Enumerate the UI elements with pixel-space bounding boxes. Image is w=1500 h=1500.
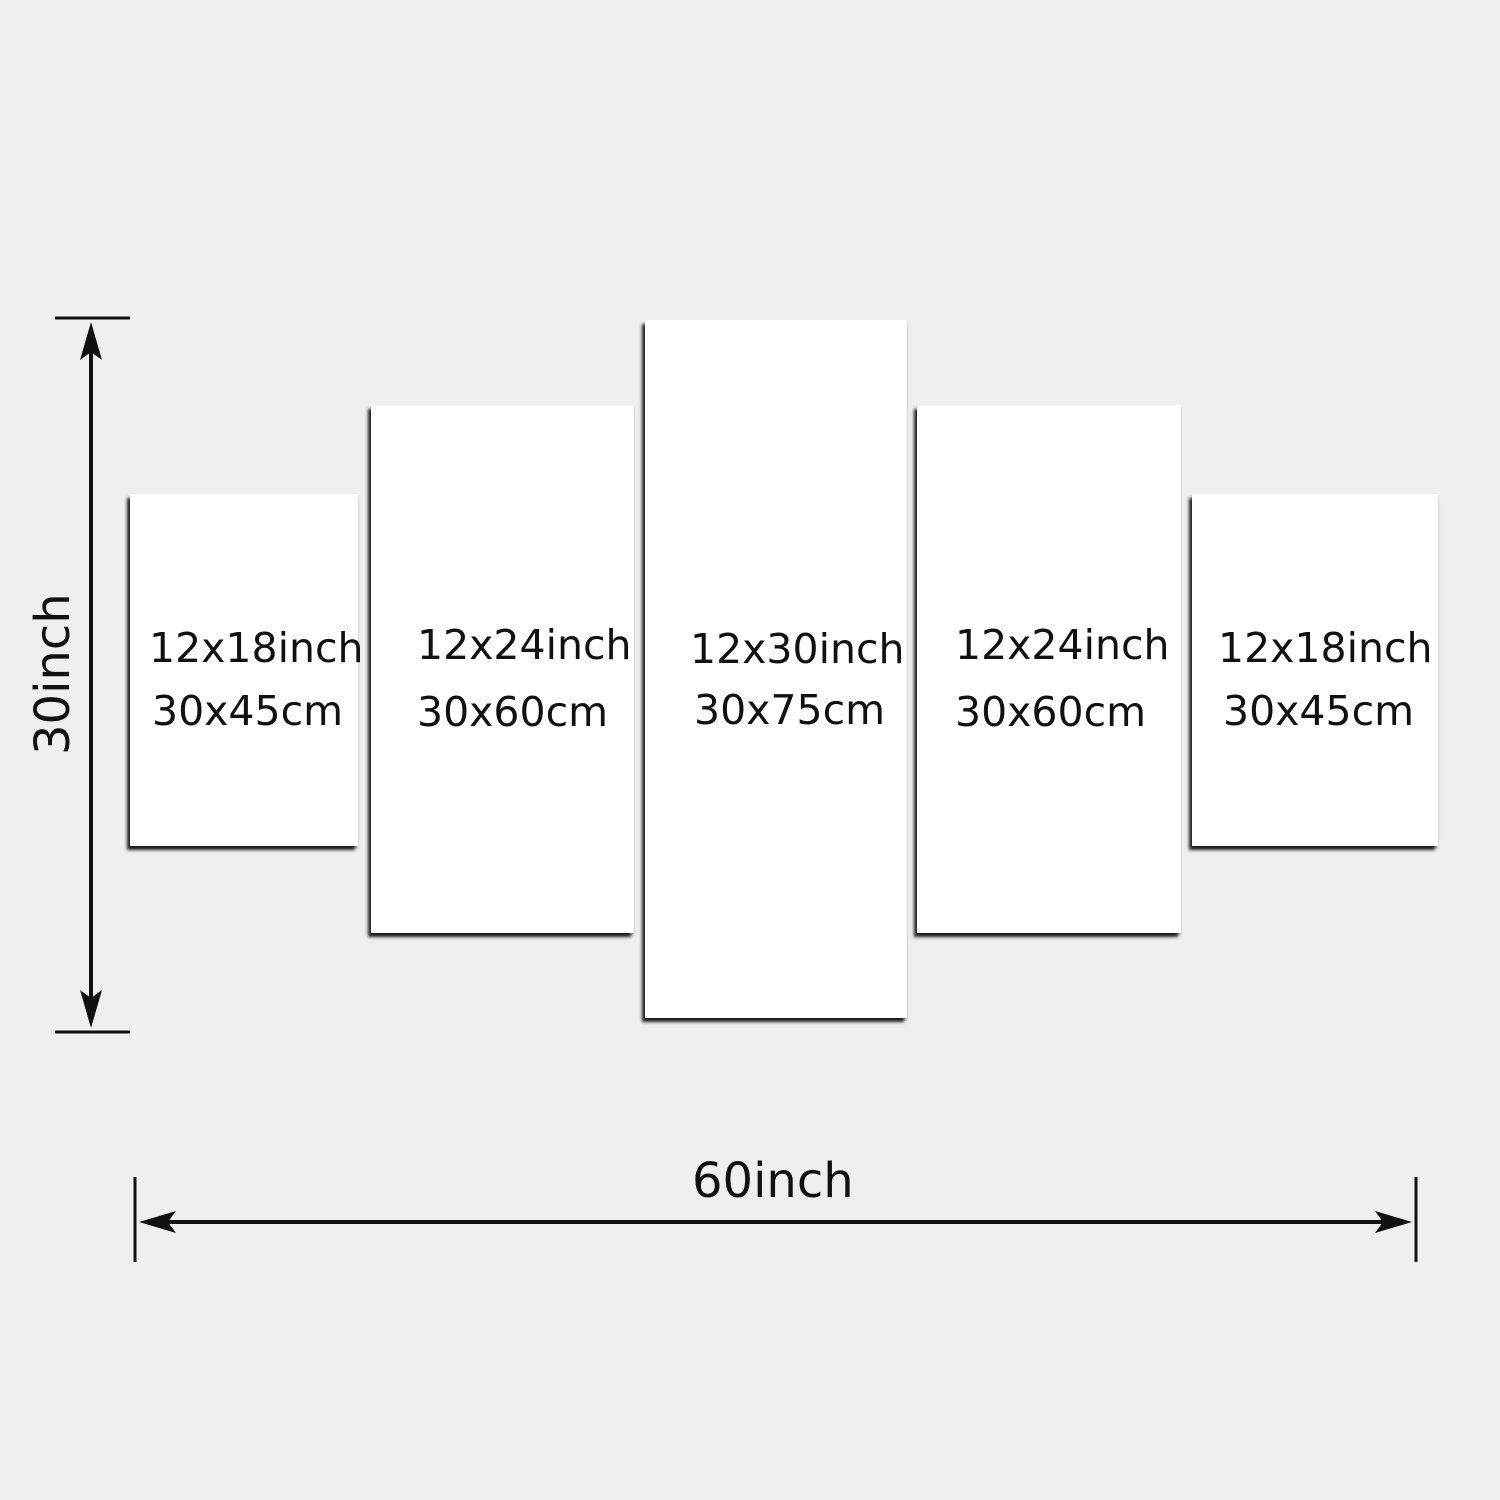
panel-2-inch-size: 12x24inch — [417, 621, 632, 669]
canvas-panel-3: 12x30inch 30x75cm — [645, 320, 907, 1018]
canvas-panel-5: 12x18inch 30x45cm — [1192, 494, 1438, 846]
height-arrow-down-icon — [80, 990, 102, 1028]
panel-5-cm-size: 30x45cm — [1223, 687, 1415, 735]
panel-3-inch-size: 12x30inch — [690, 625, 905, 673]
panel-5-inch-size: 12x18inch — [1218, 624, 1433, 672]
height-arrow-up-icon — [80, 322, 102, 360]
width-label: 60inch — [692, 1153, 854, 1209]
canvas-panel-4: 12x24inch 30x60cm — [917, 405, 1181, 933]
panel-2-cm-size: 30x60cm — [417, 688, 609, 736]
height-label: 30inch — [25, 593, 81, 755]
panel-3-cm-size: 30x75cm — [694, 686, 886, 734]
panel-1-inch-size: 12x18inch — [149, 624, 364, 672]
panel-4-cm-size: 30x60cm — [955, 688, 1147, 736]
panel-1-cm-size: 30x45cm — [152, 687, 344, 735]
canvas-panel-1: 12x18inch 30x45cm — [130, 494, 364, 846]
canvas-panel-2: 12x24inch 30x60cm — [371, 405, 634, 933]
panel-4-inch-size: 12x24inch — [955, 621, 1170, 669]
width-arrow-left-icon — [139, 1211, 176, 1233]
width-arrow-right-icon — [1375, 1211, 1412, 1233]
